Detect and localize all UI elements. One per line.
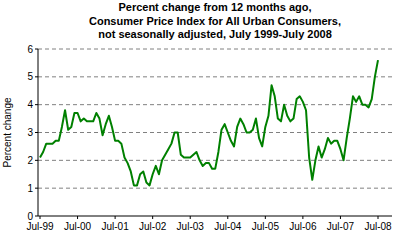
- x-tick: [152, 216, 153, 219]
- x-tick-label: Jul-03: [177, 221, 205, 232]
- x-tick: [227, 216, 228, 219]
- y-tick-label: 3: [27, 127, 33, 138]
- x-tick-label: Jul-00: [64, 221, 92, 232]
- x-tick: [378, 216, 379, 219]
- x-tick: [190, 216, 191, 219]
- title: Percent change from 12 months ago,: [118, 1, 311, 13]
- x-tick: [40, 216, 41, 219]
- grid-line: [38, 76, 392, 77]
- x-tick-label: Jul-08: [364, 221, 392, 232]
- y-axis: [38, 49, 39, 216]
- x-tick: [77, 216, 78, 219]
- series-line: [40, 60, 378, 185]
- y-tick-label: 5: [27, 71, 33, 82]
- y-axis-label: Percent change: [2, 97, 13, 167]
- y-tick-label: 6: [27, 44, 33, 55]
- grid-line: [38, 132, 392, 133]
- title: not seasonally adjusted, July 1999-July …: [98, 28, 332, 40]
- x-tick: [265, 216, 266, 219]
- x-tick-label: Jul-99: [26, 221, 54, 232]
- grid-line: [38, 160, 392, 161]
- x-tick-label: Jul-07: [327, 221, 355, 232]
- x-tick-label: Jul-02: [139, 221, 167, 232]
- y-tick-label: 4: [27, 99, 33, 110]
- chart: Percent change from 12 months ago, Consum…: [0, 0, 401, 238]
- x-tick-label: Jul-04: [214, 221, 242, 232]
- x-tick-label: Jul-06: [289, 221, 317, 232]
- x-tick: [340, 216, 341, 219]
- x-tick: [115, 216, 116, 219]
- x-axis: [38, 216, 392, 217]
- plot-area: [40, 60, 378, 185]
- title: Consumer Price Index for All Urban Consu…: [89, 15, 341, 27]
- x-tick-label: Jul-01: [101, 221, 129, 232]
- grid-line: [38, 188, 392, 189]
- grid-line: [38, 49, 392, 50]
- x-tick-label: Jul-05: [252, 221, 280, 232]
- grid-line: [38, 104, 392, 105]
- y-tick-label: 1: [27, 183, 33, 194]
- y-tick-label: 0: [27, 211, 33, 222]
- y-tick-label: 2: [27, 155, 33, 166]
- x-tick: [302, 216, 303, 219]
